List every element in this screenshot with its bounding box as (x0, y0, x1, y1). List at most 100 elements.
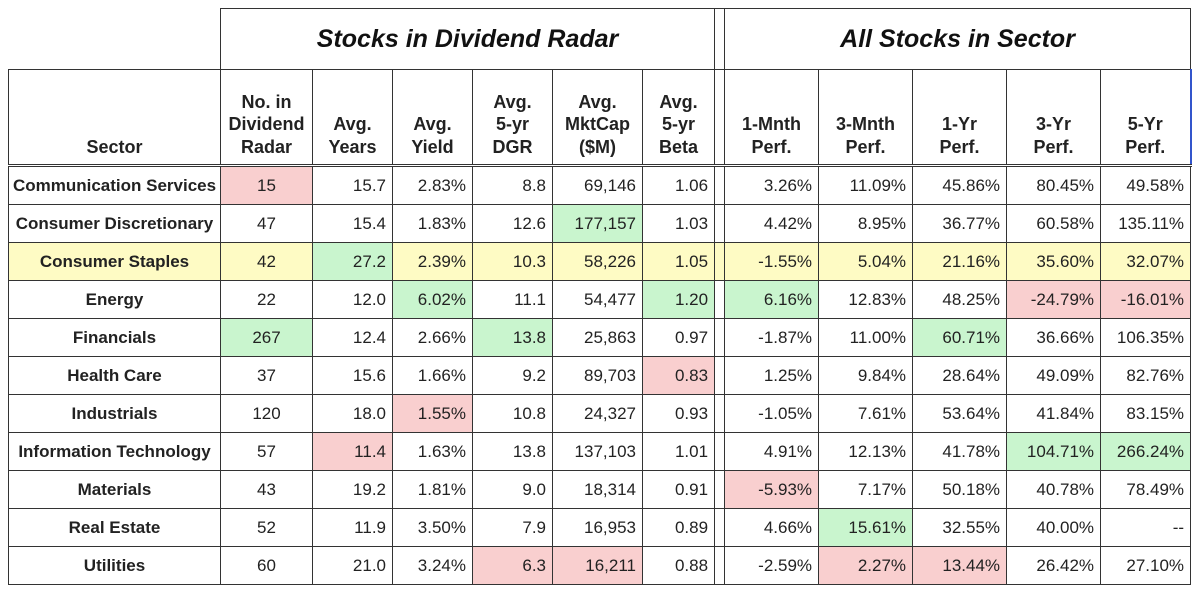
cell-sector: Utilities (8, 546, 221, 585)
cell-perf3y: -24.79% (1006, 280, 1102, 319)
cell-perf1m: -1.55% (724, 242, 820, 281)
header-perf5y: 5-Yr Perf. (1100, 69, 1192, 167)
header-perf1m: 1-Mnth Perf. (724, 69, 820, 167)
cell-perf5y: 82.76% (1100, 356, 1192, 395)
cell-perf1m: -1.05% (724, 394, 820, 433)
cell-perf3m: 11.00% (818, 318, 914, 357)
cell-perf5y: 27.10% (1100, 546, 1192, 585)
cell-perf5y: -- (1100, 508, 1192, 547)
cell-count: 47 (220, 204, 313, 243)
cell-perf1m: 3.26% (724, 165, 820, 205)
cell-dgr: 11.1 (472, 280, 553, 319)
header-mktcap: Avg. MktCap ($M) (552, 69, 643, 167)
cell-perf1y: 32.55% (912, 508, 1008, 547)
cell-yield: 1.81% (392, 470, 473, 509)
cell-dgr: 13.8 (472, 318, 553, 357)
cell-beta: 1.20 (641, 280, 716, 319)
cell-perf3m: 9.84% (818, 356, 914, 395)
cell-count: 22 (220, 280, 313, 319)
cell-years: 27.2 (312, 242, 393, 281)
group-header-blank (8, 8, 221, 70)
cell-count: 37 (220, 356, 313, 395)
cell-perf3m: 15.61% (818, 508, 914, 547)
cell-count: 15 (220, 165, 313, 205)
cell-sector: Information Technology (8, 432, 221, 471)
cell-sector: Communication Services (8, 165, 221, 205)
cell-mktcap: 137,103 (552, 432, 643, 471)
cell-perf1m: 4.91% (724, 432, 820, 471)
cell-perf1m: 4.66% (724, 508, 820, 547)
header-line: 5-yr (662, 114, 696, 134)
cell-yield: 2.39% (392, 242, 473, 281)
cell-yield: 6.02% (392, 280, 473, 319)
table-row: Communication Services 15 15.7 2.83% 8.8 69,1… (8, 165, 1192, 205)
cell-years: 19.2 (312, 470, 393, 509)
cell-beta: 0.91 (641, 470, 716, 509)
cell-years: 12.4 (312, 318, 393, 357)
cell-sector: Financials (8, 318, 221, 357)
cell-perf1m: 1.25% (724, 356, 820, 395)
header-line: Dividend (228, 114, 305, 134)
cell-perf1y: 60.71% (912, 318, 1008, 357)
cell-years: 18.0 (312, 394, 393, 433)
header-line: Perf. (845, 136, 886, 157)
cell-dgr: 7.9 (472, 508, 553, 547)
group-header-all-stocks: All Stocks in Sector (724, 8, 1192, 70)
column-separator (714, 280, 726, 319)
table-row: Real Estate 52 11.9 3.50% 7.9 16,953 0.89 4.66%… (8, 508, 1192, 547)
cell-years: 15.4 (312, 204, 393, 243)
header-line: Yield (411, 136, 454, 157)
header-line: 3-Yr (1036, 114, 1072, 134)
cell-yield: 3.50% (392, 508, 473, 547)
header-sector: Sector (8, 69, 221, 167)
cell-perf3y: 41.84% (1006, 394, 1102, 433)
cell-perf3y: 104.71% (1006, 432, 1102, 471)
cell-years: 11.9 (312, 508, 393, 547)
cell-perf1m: -2.59% (724, 546, 820, 585)
cell-dgr: 8.8 (472, 165, 553, 205)
header-line: DGR (492, 136, 533, 157)
column-separator (714, 318, 726, 357)
cell-perf3y: 40.78% (1006, 470, 1102, 509)
cell-perf5y: 83.15% (1100, 394, 1192, 433)
cell-perf1m: -5.93% (724, 470, 820, 509)
cell-beta: 0.83 (641, 356, 716, 395)
header-line: MktCap (564, 114, 630, 134)
cell-dgr: 13.8 (472, 432, 553, 471)
cell-sector: Materials (8, 470, 221, 509)
column-separator (714, 8, 726, 70)
header-line: 1-Mnth (742, 114, 802, 134)
cell-sector: Consumer Discretionary (8, 204, 221, 243)
cell-count: 42 (220, 242, 313, 281)
cell-perf1y: 28.64% (912, 356, 1008, 395)
table-row: Energy 22 12.0 6.02% 11.1 54,477 1.20 6.16% 12.8… (8, 280, 1192, 319)
cell-perf1y: 53.64% (912, 394, 1008, 433)
cell-yield: 1.66% (392, 356, 473, 395)
cell-perf3y: 35.60% (1006, 242, 1102, 281)
header-dgr: Avg. 5-yr DGR (472, 69, 553, 167)
dividend-radar-sector-table-wrap: Stocks in Dividend Radar All Stocks in S… (8, 8, 1192, 585)
header-years: Avg. Years (312, 69, 393, 167)
table-row: Materials 43 19.2 1.81% 9.0 18,314 0.91 -5.93% 7… (8, 470, 1192, 509)
cell-yield: 3.24% (392, 546, 473, 585)
cell-perf1y: 41.78% (912, 432, 1008, 471)
cell-perf1y: 50.18% (912, 470, 1008, 509)
table-row: Consumer Staples 42 27.2 2.39% 10.3 58,226 1.0… (8, 242, 1192, 281)
header-line: 5-yr (495, 114, 530, 134)
cell-beta: 0.97 (641, 318, 716, 357)
group-header-row: Stocks in Dividend Radar All Stocks in S… (8, 8, 1192, 70)
cell-mktcap: 16,953 (552, 508, 643, 547)
cell-count: 120 (220, 394, 313, 433)
cell-perf3m: 12.83% (818, 280, 914, 319)
cell-perf3m: 12.13% (818, 432, 914, 471)
cell-beta: 0.93 (641, 394, 716, 433)
header-perf1y: 1-Yr Perf. (912, 69, 1008, 167)
cell-yield: 2.66% (392, 318, 473, 357)
column-header-row: Sector No. in Dividend Radar Avg. Years Avg… (8, 69, 1192, 167)
cell-perf3y: 80.45% (1006, 165, 1102, 205)
cell-dgr: 6.3 (472, 546, 553, 585)
header-line: Radar (240, 136, 293, 157)
cell-count: 267 (220, 318, 313, 357)
cell-beta: 1.06 (641, 165, 716, 205)
cell-perf3y: 60.58% (1006, 204, 1102, 243)
